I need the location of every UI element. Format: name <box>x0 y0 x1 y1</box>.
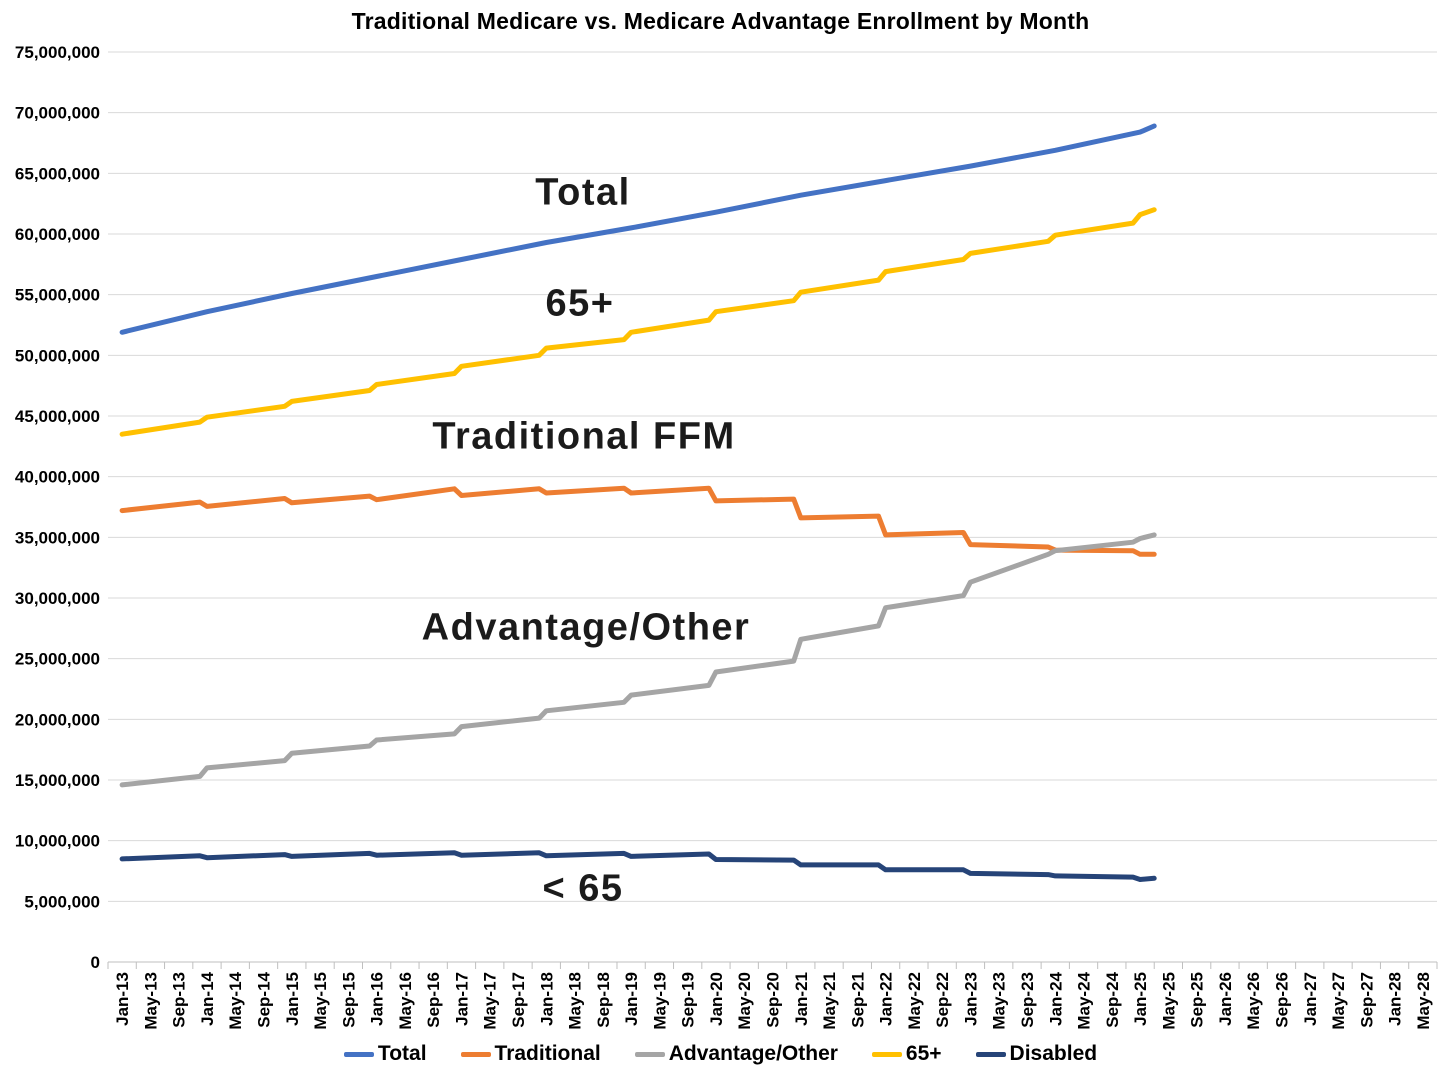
x-axis-label: Sep-17 <box>509 972 528 1028</box>
y-axis-label: 75,000,000 <box>15 43 100 62</box>
x-axis-label: Sep-18 <box>594 972 613 1028</box>
x-axis-label: Sep-24 <box>1103 971 1122 1027</box>
x-axis-label: Sep-13 <box>170 972 189 1028</box>
y-axis-label: 15,000,000 <box>15 771 100 790</box>
x-axis-label: Jan-17 <box>452 972 471 1026</box>
legend-dash-icon <box>460 1051 491 1057</box>
series-line-65- <box>119 207 1157 437</box>
y-axis-label: 5,000,000 <box>24 892 100 911</box>
legend-label: Advantage/Other <box>668 1042 838 1065</box>
x-axis-label: Sep-27 <box>1357 972 1376 1028</box>
x-axis-label: May-28 <box>1414 972 1433 1030</box>
legend-item-disabled: Disabled <box>975 1042 1098 1066</box>
legend-item-total: Total <box>343 1042 427 1066</box>
y-axis-label: 20,000,000 <box>15 710 100 729</box>
legend-dash-icon <box>343 1051 374 1057</box>
y-axis-label: 35,000,000 <box>15 528 100 547</box>
chart-title: Traditional Medicare vs. Medicare Advant… <box>351 8 1090 34</box>
y-axis-label: 25,000,000 <box>15 650 100 669</box>
legend-dash-icon <box>634 1051 665 1057</box>
y-axis-label: 10,000,000 <box>15 832 100 851</box>
annotation-traditional-ffm: Traditional FFM <box>432 415 736 458</box>
chart-legend: Total Traditional Advantage/Other 65+ Disabl… <box>0 1042 1441 1066</box>
y-axis-label: 40,000,000 <box>15 468 100 487</box>
x-axis-label: May-13 <box>141 972 160 1030</box>
x-axis-label: Jan-15 <box>283 972 302 1026</box>
x-axis-label: Jan-18 <box>537 972 556 1026</box>
legend-label: Disabled <box>1009 1042 1098 1065</box>
x-axis-label: May-15 <box>311 972 330 1030</box>
x-axis-label: Sep-26 <box>1272 972 1291 1028</box>
x-axis-label: Jan-25 <box>1131 972 1150 1026</box>
x-axis-label: Jan-14 <box>198 971 217 1025</box>
x-axis-label: May-26 <box>1244 972 1263 1030</box>
legend-item-65-: 65+ <box>871 1042 942 1066</box>
legend-label: 65+ <box>905 1042 942 1065</box>
x-axis-label: Jan-20 <box>707 972 726 1026</box>
x-axis-label: Sep-23 <box>1018 972 1037 1028</box>
x-axis-label: May-17 <box>481 972 500 1030</box>
x-axis-label: May-25 <box>1159 972 1178 1030</box>
x-axis-label: May-20 <box>735 972 754 1030</box>
x-axis-label: May-23 <box>990 972 1009 1030</box>
x-axis-label: Jan-22 <box>877 972 896 1026</box>
y-axis-label: 60,000,000 <box>15 225 100 244</box>
y-axis-label: 55,000,000 <box>15 286 100 305</box>
series-line-advantage-other <box>119 532 1157 788</box>
legend-dash-icon <box>975 1051 1006 1057</box>
x-axis-label: Sep-19 <box>679 972 698 1028</box>
x-axis-label: Jan-27 <box>1301 972 1320 1026</box>
x-axis-label: Sep-21 <box>848 972 867 1028</box>
x-axis-label: Jan-28 <box>1386 972 1405 1026</box>
x-axis-label: Jan-13 <box>113 972 132 1026</box>
x-axis-label: May-18 <box>566 972 585 1030</box>
x-axis-label: Jan-26 <box>1216 972 1235 1026</box>
x-axis-label: Sep-25 <box>1188 972 1207 1028</box>
x-axis-label: May-16 <box>396 972 415 1030</box>
x-axis-label: Sep-16 <box>424 972 443 1028</box>
y-axis-label: 30,000,000 <box>15 589 100 608</box>
legend-item-traditional: Traditional <box>460 1042 601 1066</box>
y-axis-label: 50,000,000 <box>15 346 100 365</box>
x-axis-label: May-24 <box>1075 971 1094 1029</box>
x-axis-label: May-21 <box>820 972 839 1030</box>
x-axis-label: Sep-20 <box>764 972 783 1028</box>
y-axis-label: 65,000,000 <box>15 164 100 183</box>
series-line-traditional <box>119 485 1157 557</box>
annotation-advantage-other: Advantage/Other <box>421 606 751 649</box>
annotation-under-65: < 65 <box>542 867 624 910</box>
annotation-65-plus: 65+ <box>545 282 615 325</box>
y-axis-label: 70,000,000 <box>15 104 100 123</box>
x-axis-label: May-14 <box>226 971 245 1029</box>
legend-dash-icon <box>871 1051 902 1057</box>
x-axis-label: Jan-24 <box>1046 971 1065 1025</box>
x-axis-label: Jan-21 <box>792 972 811 1026</box>
series-line-total <box>119 123 1157 335</box>
x-axis-label: May-19 <box>650 972 669 1030</box>
x-axis-label: Sep-22 <box>933 972 952 1028</box>
legend-label: Total <box>377 1042 427 1065</box>
y-axis-label: 0 <box>91 953 100 972</box>
legend-item-advantage-other: Advantage/Other <box>634 1042 838 1066</box>
x-axis-label: Jan-16 <box>368 972 387 1026</box>
y-axis-label: 45,000,000 <box>15 407 100 426</box>
legend-label: Traditional <box>494 1042 601 1065</box>
x-axis-label: May-22 <box>905 972 924 1030</box>
x-axis-label: Sep-15 <box>339 972 358 1028</box>
x-axis-label: Jan-23 <box>961 972 980 1026</box>
x-axis-label: Sep-14 <box>255 971 274 1027</box>
x-axis-label: Jan-19 <box>622 972 641 1026</box>
annotation-total: Total <box>535 171 631 214</box>
series-line-disabled <box>119 850 1157 882</box>
x-axis-label: May-27 <box>1329 972 1348 1030</box>
